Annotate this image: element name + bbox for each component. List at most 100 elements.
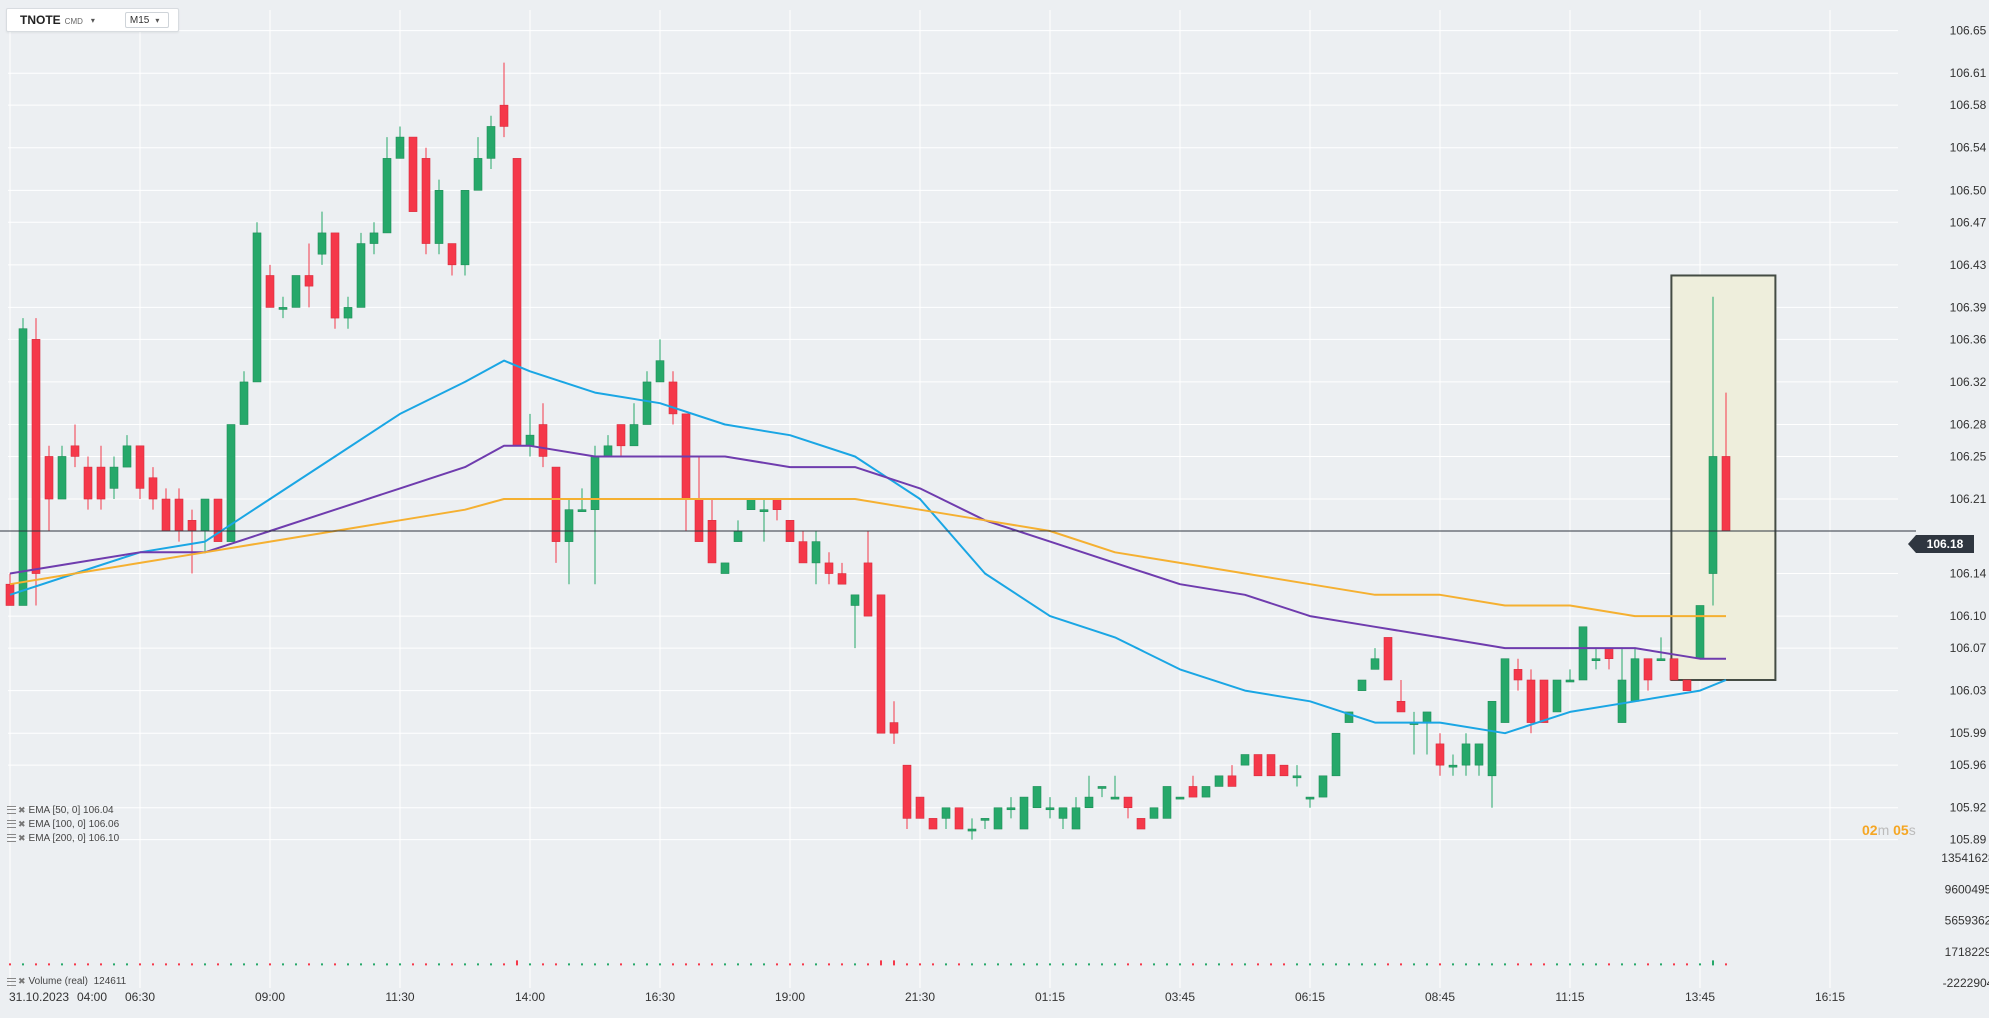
legend-label: EMA [50, 0] bbox=[28, 804, 81, 816]
candle-body bbox=[1422, 711, 1432, 723]
drag-handle-icon[interactable] bbox=[7, 834, 16, 842]
candle-body bbox=[798, 541, 808, 564]
volume-bar bbox=[1114, 963, 1116, 966]
interval-selector[interactable]: M15 ▾ bbox=[124, 12, 169, 28]
close-icon[interactable]: ✖ bbox=[18, 818, 26, 829]
candle-body bbox=[642, 381, 652, 425]
candle-body bbox=[954, 807, 964, 830]
x-tick-label: 08:45 bbox=[1425, 990, 1455, 1004]
volume-bar bbox=[1608, 963, 1610, 966]
candle-body bbox=[629, 424, 639, 447]
y-tick-label: 106.58 bbox=[1950, 98, 1987, 112]
volume-bar bbox=[1205, 963, 1207, 966]
current-price-tag: 106.18 bbox=[1908, 535, 1974, 553]
volume-bar bbox=[1023, 963, 1025, 966]
candle-body bbox=[603, 445, 613, 457]
volume-bar bbox=[1595, 963, 1597, 966]
drag-handle-icon[interactable] bbox=[7, 806, 16, 814]
volume-bar bbox=[1231, 963, 1233, 966]
symbol-name[interactable]: TNOTE bbox=[20, 13, 61, 27]
drag-handle-icon[interactable] bbox=[7, 820, 16, 828]
volume-bar bbox=[958, 963, 960, 966]
candle-body bbox=[850, 594, 860, 606]
legend-item-ema-50[interactable]: ✖ EMA [50, 0] 106.04 bbox=[7, 803, 119, 817]
close-icon[interactable]: ✖ bbox=[18, 976, 26, 986]
volume-bar bbox=[997, 963, 999, 966]
volume-bar bbox=[932, 963, 934, 966]
candle-body bbox=[226, 424, 236, 542]
volume-bar bbox=[360, 963, 362, 966]
y-tick-label: 106.03 bbox=[1950, 684, 1987, 698]
drag-handle-icon[interactable] bbox=[7, 977, 16, 986]
volume-bar bbox=[945, 963, 947, 966]
y-tick-label: 105.89 bbox=[1950, 833, 1987, 847]
countdown-seconds: 05 bbox=[1893, 822, 1909, 838]
candle-body bbox=[980, 818, 990, 821]
volume-bar bbox=[1543, 963, 1545, 966]
candle-body bbox=[304, 275, 314, 287]
candle-body bbox=[941, 807, 951, 819]
candle-body bbox=[252, 232, 262, 383]
close-icon[interactable]: ✖ bbox=[18, 832, 26, 843]
candle-body bbox=[1435, 743, 1445, 766]
volume-bar bbox=[1504, 963, 1506, 966]
caret-down-icon[interactable]: ▾ bbox=[155, 15, 160, 25]
close-icon[interactable]: ✖ bbox=[18, 804, 26, 815]
candle-body bbox=[83, 466, 93, 500]
caret-down-icon[interactable]: ▾ bbox=[90, 15, 95, 25]
candle-body bbox=[460, 190, 470, 266]
candle-body bbox=[135, 445, 145, 489]
candle-body bbox=[96, 466, 106, 500]
volume-bar bbox=[1491, 963, 1493, 966]
y-tick-label: 106.25 bbox=[1950, 449, 1987, 463]
candle-body bbox=[161, 498, 171, 532]
volume-bar bbox=[386, 963, 388, 966]
grid-lines bbox=[8, 10, 1898, 988]
volume-bar bbox=[139, 963, 141, 966]
volume-bar bbox=[1101, 963, 1103, 966]
candle-body bbox=[902, 764, 912, 819]
candle-body bbox=[421, 158, 431, 244]
candle-body bbox=[1682, 679, 1692, 691]
volume-bar bbox=[867, 963, 869, 966]
volume-bar bbox=[698, 963, 700, 966]
volume-bar bbox=[893, 960, 895, 966]
candle-body bbox=[1461, 743, 1471, 766]
volume-tick-label: 13541628 bbox=[1941, 851, 1989, 865]
symbol-selector[interactable]: TNOTE CMD ▾ M15 ▾ bbox=[6, 8, 179, 32]
legend-item-ema-100[interactable]: ✖ EMA [100, 0] 106.06 bbox=[7, 817, 119, 831]
legend-item-ema-200[interactable]: ✖ EMA [200, 0] 106.10 bbox=[7, 831, 119, 845]
volume-bar bbox=[815, 963, 817, 966]
x-tick-label: 13:45 bbox=[1685, 990, 1715, 1004]
volume-bar bbox=[1127, 963, 1129, 966]
volume-bar bbox=[659, 963, 661, 966]
candle-body bbox=[1552, 679, 1562, 713]
candle-body bbox=[824, 562, 834, 574]
x-tick-label: 19:00 bbox=[775, 990, 805, 1004]
candle-body bbox=[70, 445, 80, 457]
candle-body bbox=[1227, 775, 1237, 787]
volume-legend[interactable]: ✖ Volume (real) 124611 bbox=[7, 976, 126, 987]
volume-bar bbox=[100, 963, 102, 966]
candle-body bbox=[1084, 796, 1094, 809]
candle-body bbox=[889, 722, 899, 734]
x-tick-label: 21:30 bbox=[905, 990, 935, 1004]
volume-bar bbox=[1452, 963, 1454, 966]
ema-line-100 bbox=[9, 444, 1726, 660]
candle-body bbox=[1669, 658, 1679, 681]
x-tick-label: 14:00 bbox=[515, 990, 545, 1004]
volume-bar bbox=[438, 963, 440, 966]
candle-body bbox=[278, 307, 288, 310]
volume-bar bbox=[1439, 963, 1441, 966]
candle-body bbox=[1110, 796, 1120, 800]
volume-bar bbox=[854, 963, 856, 966]
ema-line-200 bbox=[9, 498, 1726, 618]
candle-body bbox=[473, 158, 483, 191]
x-tick-label: 03:45 bbox=[1165, 990, 1195, 1004]
legend-label: EMA [100, 0] bbox=[28, 818, 86, 830]
countdown-seconds-unit: s bbox=[1908, 822, 1916, 838]
volume-bar bbox=[1582, 963, 1584, 966]
volume-bar bbox=[61, 963, 63, 966]
